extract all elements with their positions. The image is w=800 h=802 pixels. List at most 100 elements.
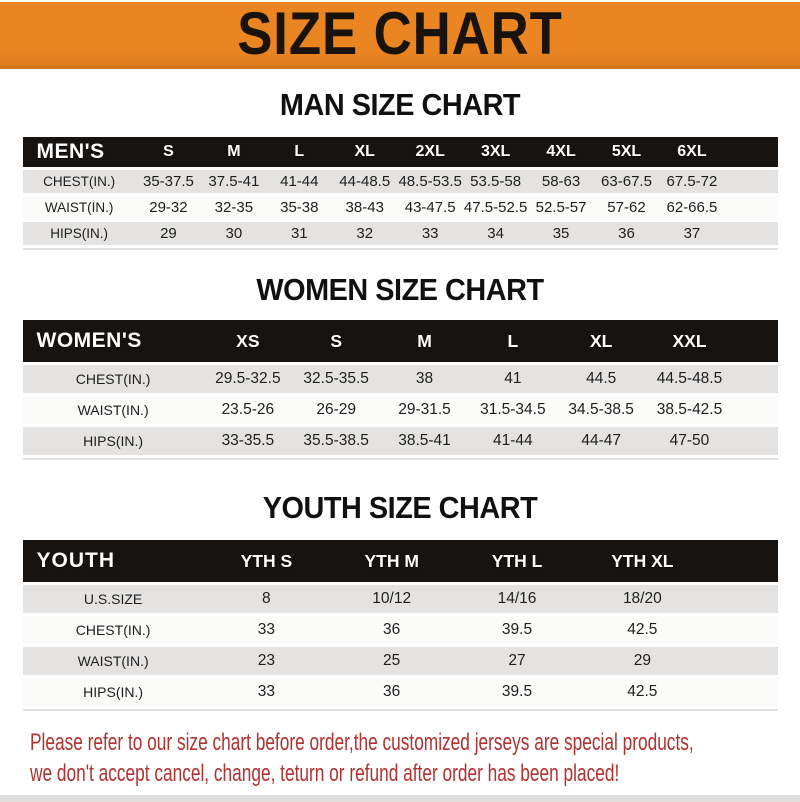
footer-note-line-1: Please refer to our size chart before or… bbox=[30, 729, 694, 756]
banner: SIZE CHART bbox=[0, 2, 800, 69]
size-cell: 29-32 bbox=[135, 196, 202, 219]
size-cell: 47-50 bbox=[645, 427, 734, 455]
column-header: YTH L bbox=[454, 540, 580, 582]
spacer-cell bbox=[733, 396, 778, 424]
footer-note: Please refer to our size chart before or… bbox=[0, 727, 800, 789]
column-header: M bbox=[380, 320, 469, 362]
size-cell: 67.5-72 bbox=[659, 170, 725, 193]
column-header: XL bbox=[332, 137, 398, 167]
size-cell: 41-44 bbox=[468, 427, 557, 455]
spacer-cell bbox=[705, 540, 778, 582]
table-header-row: YOUTH YTH S YTH M YTH L YTH XL bbox=[22, 540, 778, 582]
table-row: HIPS(IN.) 29 30 31 32 33 34 35 36 37 bbox=[22, 222, 778, 245]
column-header: M bbox=[201, 137, 267, 167]
size-cell: 29-31.5 bbox=[380, 396, 469, 424]
size-cell: 53.5-58 bbox=[462, 170, 529, 193]
size-cell: 34 bbox=[462, 222, 529, 245]
size-cell: 35-37.5 bbox=[135, 170, 202, 193]
size-cell: 32-35 bbox=[201, 196, 267, 219]
size-table: MEN'S S M L XL 2XL 3XL 4XL 5XL 6XL CHEST(IN.) 35-37… bbox=[22, 134, 778, 248]
size-table: WOMEN'S XS S M L XL XXL CHEST(IN.) 29.5-32.5 32.5… bbox=[22, 317, 778, 458]
size-cell: 39.5 bbox=[454, 616, 580, 644]
row-label: HIPS(IN.) bbox=[22, 678, 204, 706]
table-header-row: WOMEN'S XS S M L XL XXL bbox=[22, 320, 778, 362]
column-header: 6XL bbox=[659, 137, 725, 167]
table-title: YOUTH bbox=[22, 540, 204, 582]
size-cell: 38-43 bbox=[332, 196, 398, 219]
size-cell: 52.5-57 bbox=[528, 196, 594, 219]
footer-note-line-2: we don't accept cancel, change, teturn o… bbox=[30, 760, 620, 787]
column-header: YTH M bbox=[329, 540, 455, 582]
row-label: WAIST(IN.) bbox=[22, 196, 136, 219]
spacer-cell bbox=[733, 320, 778, 362]
size-cell: 31.5-34.5 bbox=[468, 396, 557, 424]
size-cell: 44-48.5 bbox=[332, 170, 398, 193]
column-header: 4XL bbox=[528, 137, 594, 167]
table-row: WAIST(IN.) 29-32 32-35 35-38 38-43 43-47.5 47.… bbox=[22, 196, 778, 219]
table-row: HIPS(IN.) 33 36 39.5 42.5 bbox=[22, 678, 778, 706]
size-cell: 43-47.5 bbox=[397, 196, 463, 219]
column-header: 2XL bbox=[397, 137, 463, 167]
size-section: WOMEN SIZE CHART WOMEN'S XS S M L XL XXL CHEST(I… bbox=[0, 272, 800, 460]
section-heading: MAN SIZE CHART bbox=[279, 87, 521, 122]
row-label: CHEST(IN.) bbox=[22, 170, 136, 193]
section-heading: YOUTH SIZE CHART bbox=[262, 490, 538, 525]
size-table-wrap: MEN'S S M L XL 2XL 3XL 4XL 5XL 6XL CHEST(IN.) 35-37… bbox=[22, 134, 778, 250]
size-cell: 32 bbox=[332, 222, 398, 245]
size-cell: 62-66.5 bbox=[659, 196, 725, 219]
size-cell: 27 bbox=[454, 647, 580, 675]
size-cell: 41-44 bbox=[266, 170, 333, 193]
column-header: L bbox=[468, 320, 557, 362]
size-cell: 18/20 bbox=[579, 585, 705, 613]
size-cell: 34.5-38.5 bbox=[557, 396, 646, 424]
column-header: XS bbox=[203, 320, 293, 362]
table-row: HIPS(IN.) 33-35.5 35.5-38.5 38.5-41 41-44 44-… bbox=[22, 427, 778, 455]
size-cell: 37.5-41 bbox=[201, 170, 267, 193]
row-label: CHEST(IN.) bbox=[22, 616, 204, 644]
table-title: WOMEN'S bbox=[22, 320, 204, 362]
spacer-cell bbox=[733, 365, 778, 393]
size-cell: 29.5-32.5 bbox=[203, 365, 293, 393]
column-header: 5XL bbox=[593, 137, 660, 167]
row-label: HIPS(IN.) bbox=[22, 427, 204, 455]
column-header: YTH S bbox=[203, 540, 330, 582]
column-header: S bbox=[135, 137, 202, 167]
row-label: U.S.SIZE bbox=[22, 585, 204, 613]
table-row: CHEST(IN.) 29.5-32.5 32.5-35.5 38 41 44.5 44.5… bbox=[22, 365, 778, 393]
column-header: L bbox=[266, 137, 333, 167]
column-header: XL bbox=[557, 320, 646, 362]
size-cell: 10/12 bbox=[329, 585, 455, 613]
section-heading: WOMEN SIZE CHART bbox=[256, 272, 544, 307]
size-cell: 36 bbox=[329, 678, 455, 706]
row-label: HIPS(IN.) bbox=[22, 222, 136, 245]
table-row: CHEST(IN.) 35-37.5 37.5-41 41-44 44-48.5 48.5… bbox=[22, 170, 778, 193]
spacer-cell bbox=[705, 585, 778, 613]
size-table-wrap: YOUTH YTH S YTH M YTH L YTH XL U.S.SIZE 8 10/12… bbox=[22, 537, 778, 711]
size-cell: 42.5 bbox=[579, 678, 705, 706]
table-title: MEN'S bbox=[22, 137, 136, 167]
spacer-cell bbox=[705, 647, 778, 675]
size-cell: 29 bbox=[579, 647, 705, 675]
table-row: WAIST(IN.) 23 25 27 29 bbox=[22, 647, 778, 675]
spacer-cell bbox=[724, 222, 778, 245]
banner-title: SIZE CHART bbox=[237, 0, 563, 67]
bottom-divider bbox=[0, 795, 800, 802]
spacer-cell bbox=[733, 427, 778, 455]
size-cell: 30 bbox=[201, 222, 267, 245]
size-cell: 33 bbox=[203, 616, 330, 644]
size-cell: 38.5-42.5 bbox=[645, 396, 734, 424]
size-cell: 23.5-26 bbox=[203, 396, 293, 424]
table-header-row: MEN'S S M L XL 2XL 3XL 4XL 5XL 6XL bbox=[22, 137, 778, 167]
size-cell: 36 bbox=[593, 222, 660, 245]
size-cell: 44.5-48.5 bbox=[645, 365, 734, 393]
size-cell: 23 bbox=[203, 647, 330, 675]
row-label: WAIST(IN.) bbox=[22, 647, 204, 675]
row-label: WAIST(IN.) bbox=[22, 396, 204, 424]
column-header: XXL bbox=[645, 320, 734, 362]
size-cell: 31 bbox=[266, 222, 333, 245]
column-header: S bbox=[292, 320, 381, 362]
size-cell: 41 bbox=[468, 365, 557, 393]
table-row: WAIST(IN.) 23.5-26 26-29 29-31.5 31.5-34.5 34… bbox=[22, 396, 778, 424]
column-header: YTH XL bbox=[579, 540, 705, 582]
table-row: U.S.SIZE 8 10/12 14/16 18/20 bbox=[22, 585, 778, 613]
